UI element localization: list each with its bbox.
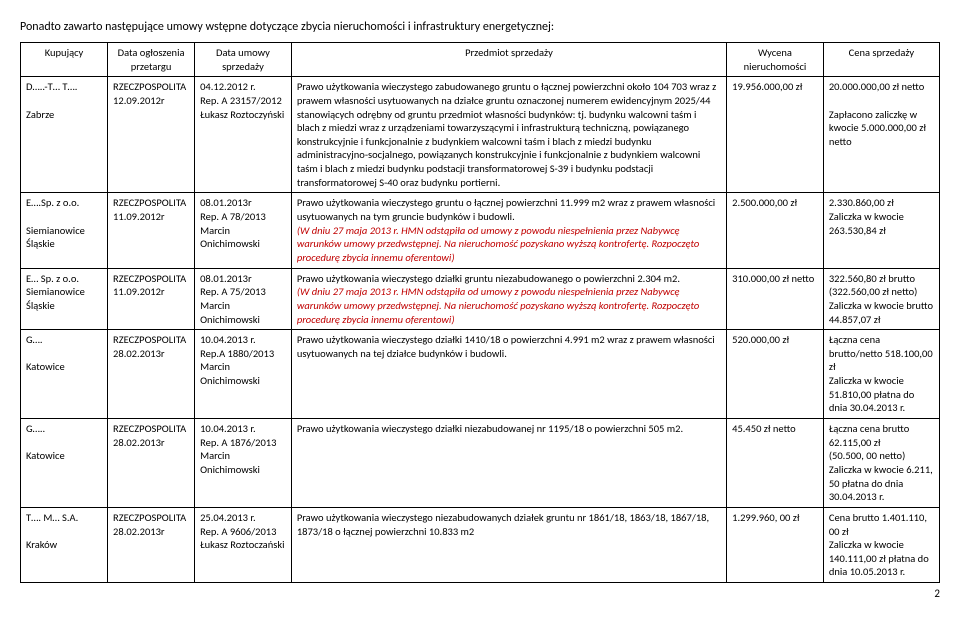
header-subject: Przedmiot sprzedaży — [291, 43, 726, 77]
cell-valuation: 310.000,00 zł netto — [727, 268, 824, 330]
header-date2: Data umowy sprzedaży — [195, 43, 292, 77]
cell-subject: Prawo użytkowania wieczystego niezabudow… — [291, 507, 726, 582]
cell-date2: 10.04.2013 r. Rep. A 1876/2013 Marcin On… — [195, 419, 292, 508]
cell-date2: 08.01.2013r Rep. A 75/2013 Marcin Onichi… — [195, 268, 292, 330]
cell-date1: RZECZPOSPOLITA 28.02.2013r — [108, 330, 195, 419]
cell-price: 322.560,80 zł brutto (322.560,00 zł nett… — [823, 268, 939, 330]
page-number: 2 — [20, 587, 940, 600]
page-title: Ponadto zawarto następujące umowy wstępn… — [20, 20, 940, 34]
cell-date1: RZECZPOSPOLITA 11.09.2012r — [108, 193, 195, 268]
cell-date1: RZECZPOSPOLITA 28.02.2013r — [108, 419, 195, 508]
contracts-table: Kupujący Data ogłoszenia przetargu Data … — [20, 42, 940, 583]
cell-valuation: 19.956.000,00 zł — [727, 77, 824, 193]
cell-valuation: 1.299.960, 00 zł — [727, 507, 824, 582]
header-valuation: Wycena nieruchomości — [727, 43, 824, 77]
cell-date1: RZECZPOSPOLITA 28.02.2013r — [108, 507, 195, 582]
cell-buyer: E… Sp. z o.o. Siemianowice Śląskie — [21, 268, 108, 330]
table-row: E… Sp. z o.o. Siemianowice ŚląskieRZECZP… — [21, 268, 940, 330]
cell-date2: 08.01.2013r Rep. A 78/2013 Marcin Onichi… — [195, 193, 292, 268]
cell-price: Cena brutto 1.401.110, 00 zł Zaliczka w … — [823, 507, 939, 582]
cell-price: Łączna cena brutto 62.115,00 zł (50.500,… — [823, 419, 939, 508]
table-row: D…..-T… T…. ZabrzeRZECZPOSPOLITA 12.09.2… — [21, 77, 940, 193]
header-buyer: Kupujący — [21, 43, 108, 77]
table-row: T…. M… S.A. KrakówRZECZPOSPOLITA 28.02.2… — [21, 507, 940, 582]
header-price: Cena sprzedaży — [823, 43, 939, 77]
cell-price: 2.330.860,00 zł Zaliczka w kwocie 263.53… — [823, 193, 939, 268]
cell-price: 20.000.000,00 zł netto Zapłacono zaliczk… — [823, 77, 939, 193]
cell-subject: Prawo użytkowania wieczystego działki ni… — [291, 419, 726, 508]
cell-buyer: G….. Katowice — [21, 419, 108, 508]
cell-subject: Prawo użytkowania wieczystego gruntu o ł… — [291, 193, 726, 268]
cell-valuation: 520.000,00 zł — [727, 330, 824, 419]
cell-date1: RZECZPOSPOLITA 12.09.2012r — [108, 77, 195, 193]
header-date1: Data ogłoszenia przetargu — [108, 43, 195, 77]
cell-date2: 04.12.2012 r. Rep. A 23157/2012 Łukasz R… — [195, 77, 292, 193]
cell-buyer: E….Sp. z o.o. Siemianowice Śląskie — [21, 193, 108, 268]
table-row: G…. KatowiceRZECZPOSPOLITA 28.02.2013r10… — [21, 330, 940, 419]
cell-date2: 10.04.2013 r. Rep.A 1880/2013 Marcin Oni… — [195, 330, 292, 419]
cell-buyer: D…..-T… T…. Zabrze — [21, 77, 108, 193]
cell-buyer: G…. Katowice — [21, 330, 108, 419]
cell-valuation: 45.450 zł netto — [727, 419, 824, 508]
cell-subject: Prawo użytkowania wieczystego zabudowane… — [291, 77, 726, 193]
cell-subject: Prawo użytkowania wieczystego działki gr… — [291, 268, 726, 330]
cell-buyer: T…. M… S.A. Kraków — [21, 507, 108, 582]
cell-valuation: 2.500.000,00 zł — [727, 193, 824, 268]
table-row: E….Sp. z o.o. Siemianowice ŚląskieRZECZP… — [21, 193, 940, 268]
cell-price: Łączna cena brutto/netto 518.100,00 zł Z… — [823, 330, 939, 419]
cell-date2: 25.04.2013 r. Rep. A 9606/2013 Łukasz Ro… — [195, 507, 292, 582]
cell-subject: Prawo użytkowania wieczystego działki 14… — [291, 330, 726, 419]
table-row: G….. KatowiceRZECZPOSPOLITA 28.02.2013r1… — [21, 419, 940, 508]
cell-date1: RZECZPOSPOLITA 11.09.2012r — [108, 268, 195, 330]
